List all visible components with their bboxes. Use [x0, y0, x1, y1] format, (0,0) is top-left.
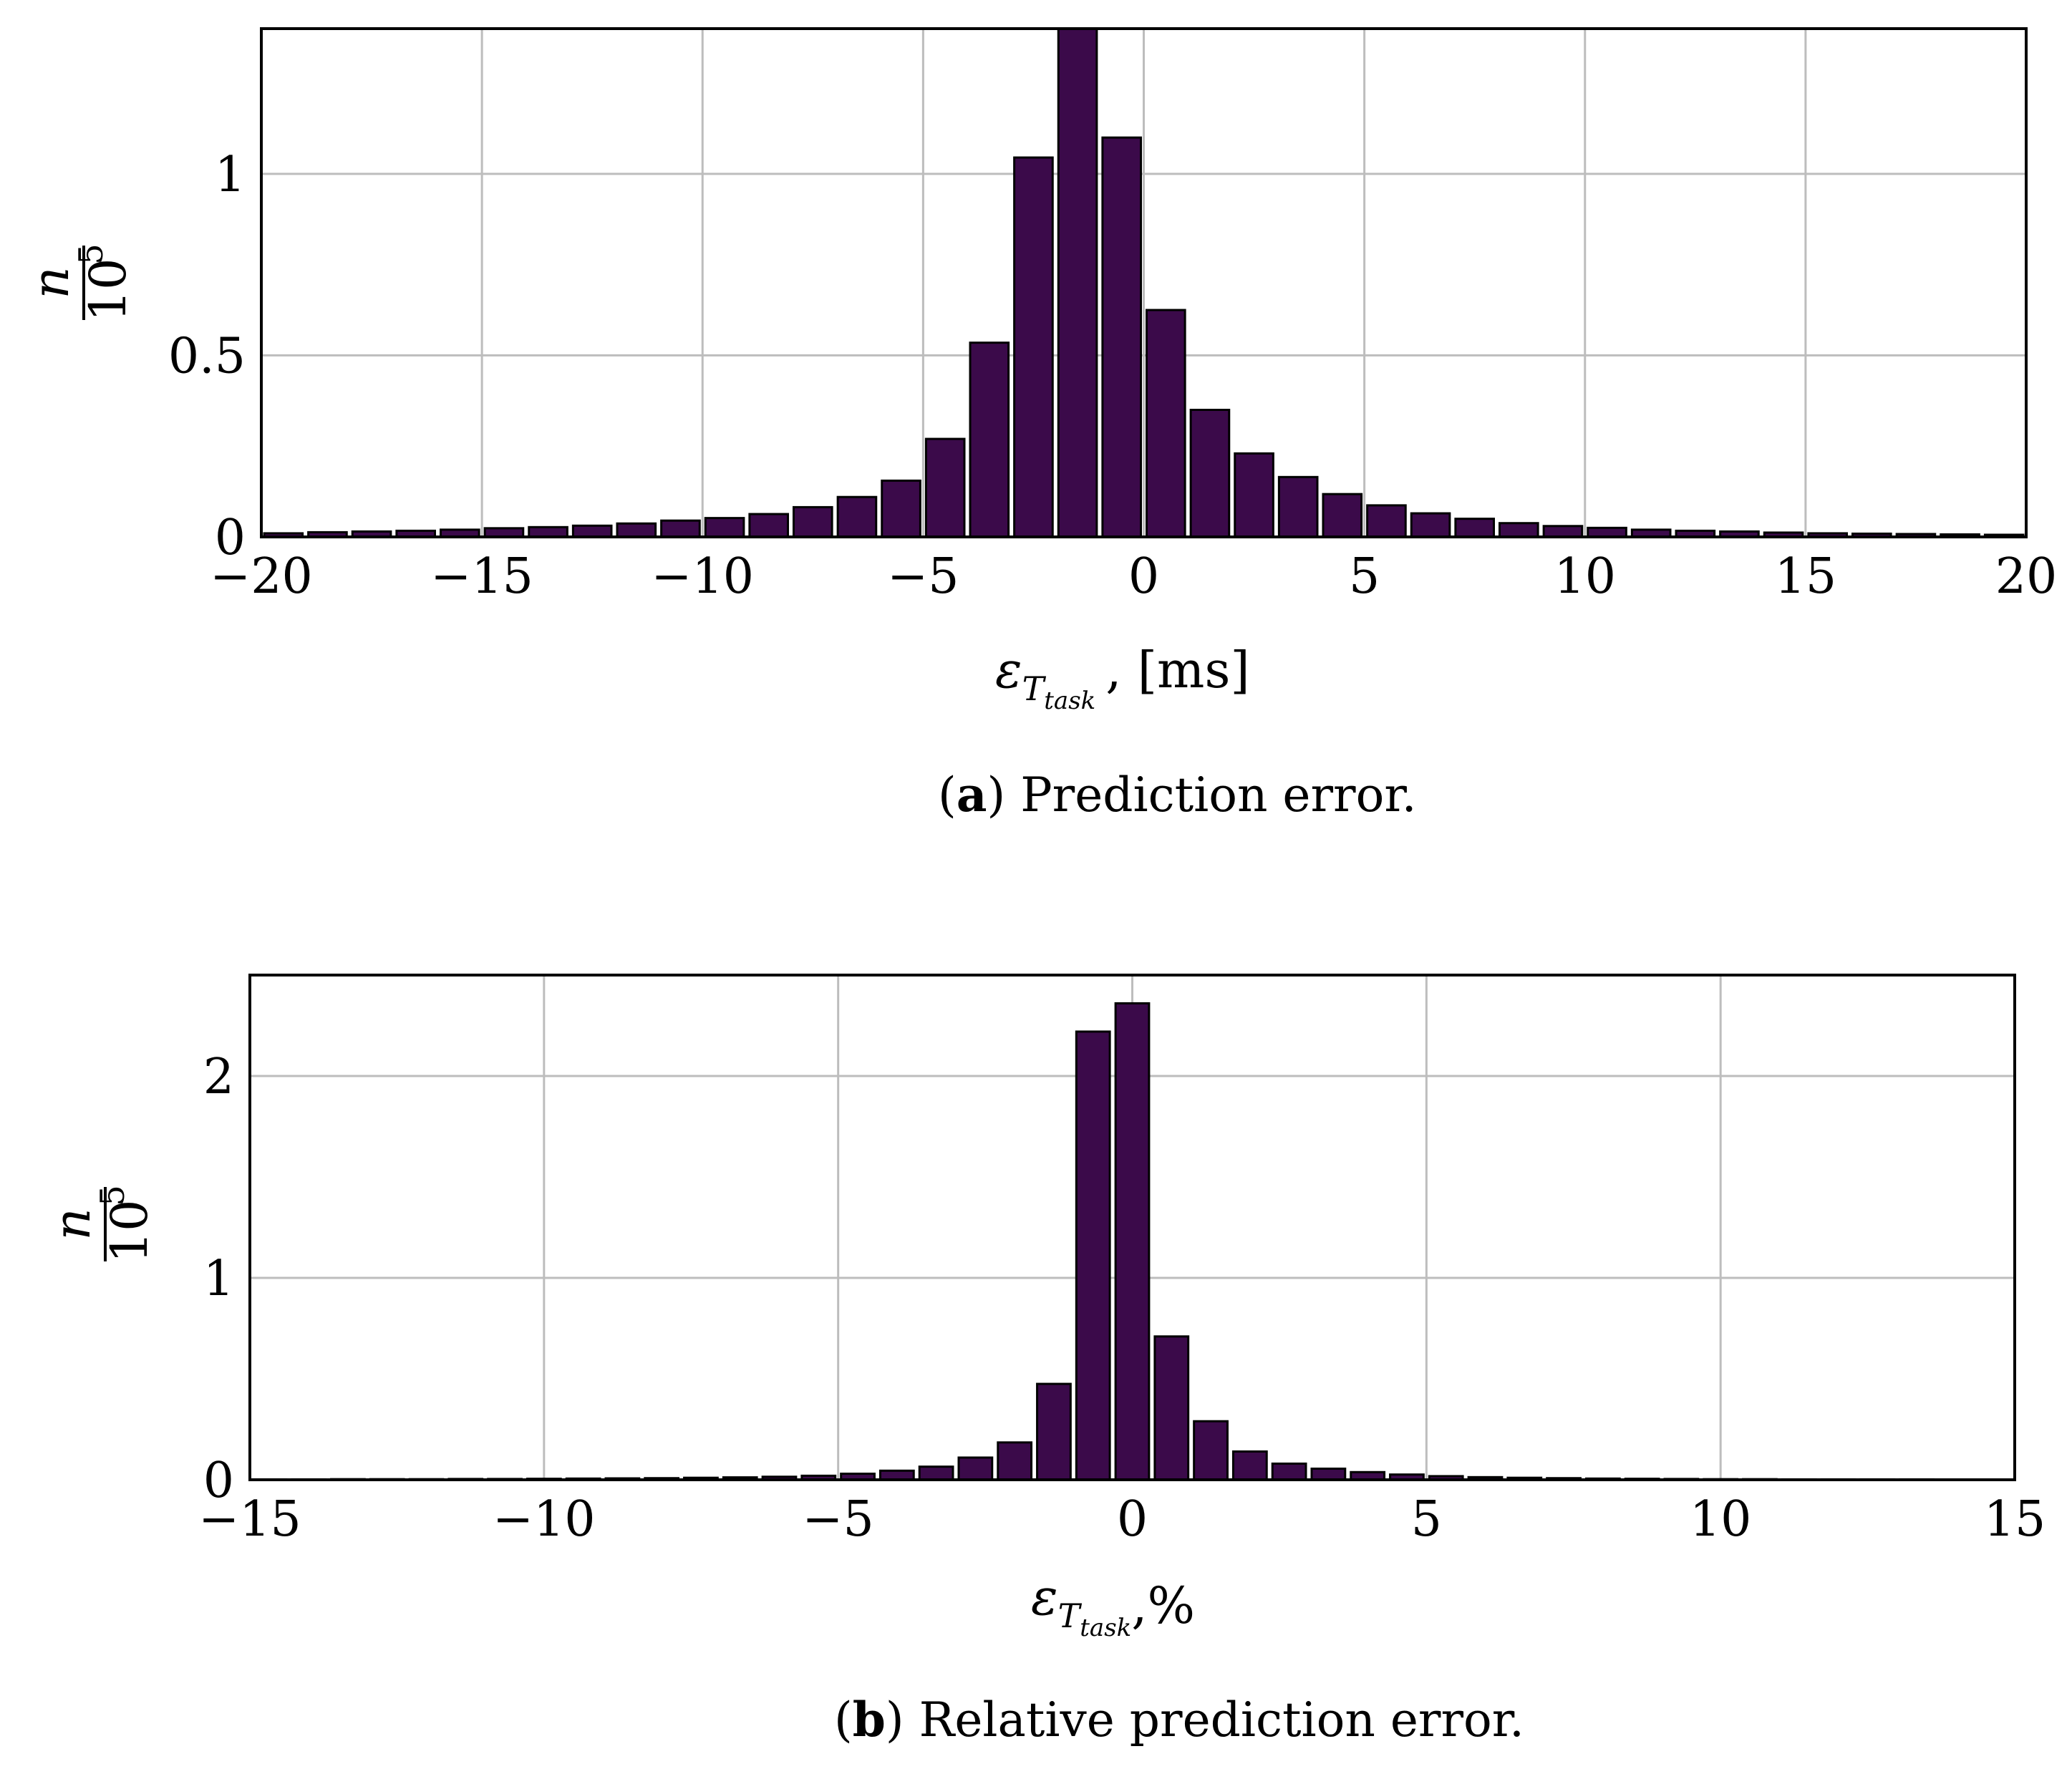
chart-a-y-tick-label: 1: [215, 147, 246, 203]
chart-a-bar: [1411, 513, 1450, 537]
chart-a-ylabel-denominator: 10: [79, 258, 137, 321]
chart-a-bar: [926, 439, 964, 537]
chart-a-y-tick-label: 0: [215, 510, 246, 566]
chart-b-bar: [1076, 1032, 1110, 1480]
chart-b-x-axis-label: εTtask,%: [1031, 1568, 1195, 1642]
chart-a-bar: [1456, 519, 1494, 537]
chart-a-x-tick-label: −15: [430, 548, 533, 605]
chart-b-caption: (b) Relative prediction error.: [834, 1692, 1524, 1748]
chart-a-ylabel-numerator: n: [21, 266, 80, 299]
chart-a-y-tick-label: 0.5: [168, 328, 246, 384]
chart-a-bar: [617, 523, 656, 537]
chart-b-bar: [1272, 1463, 1306, 1480]
chart-a-bar: [1500, 523, 1539, 537]
chart-b-x-tick-label: −5: [803, 1491, 874, 1548]
chart-a-bar: [1191, 410, 1229, 538]
chart-a-bar: [1015, 157, 1053, 537]
chart-a-bar: [1103, 137, 1141, 537]
chart-b-x-tick-label: 0: [1117, 1491, 1148, 1548]
chart-b-y-axis-label: n 10 5: [43, 1185, 159, 1263]
chart-b-x-tick-label: 5: [1411, 1491, 1442, 1548]
chart-b-bar: [1037, 1384, 1071, 1480]
chart-b-ylabel-exponent: 5: [93, 1185, 132, 1206]
chart-b-bar: [959, 1458, 992, 1480]
chart-a-bar: [970, 343, 1009, 537]
chart-a-bar: [705, 518, 744, 537]
chart-a-caption: (a) Prediction error.: [938, 767, 1417, 823]
chart-b-x-tick-label: 15: [1984, 1491, 2046, 1548]
chart-a-x-axis-label: εTtask, [ms]: [995, 641, 1250, 715]
chart-a-y-tick-labels: 00.51: [168, 147, 246, 566]
chart-b-x-tick-label: 10: [1690, 1491, 1752, 1548]
chart-b-ylabel-numerator: n: [43, 1208, 102, 1240]
chart-b-bar: [1155, 1337, 1189, 1480]
chart-a-bar: [1544, 526, 1582, 537]
chart-b-bar: [1233, 1452, 1267, 1480]
chart-a-x-tick-label: 0: [1128, 548, 1159, 605]
chart-b-bar: [1312, 1468, 1345, 1480]
chart-a-bar: [662, 520, 700, 537]
chart-b-ylabel-denominator: 10: [100, 1199, 159, 1263]
chart-a-bar: [1279, 477, 1317, 537]
chart-a-bar: [573, 525, 611, 537]
chart-a-x-tick-label: 20: [1995, 548, 2058, 605]
chart-b-y-tick-label: 2: [203, 1049, 234, 1105]
chart-a-bar: [882, 480, 921, 537]
chart-a-x-tick-label: 10: [1554, 548, 1616, 605]
chart-b-y-tick-label: 0: [203, 1453, 234, 1509]
chart-a-bar: [1058, 29, 1097, 537]
chart-a-bar: [529, 527, 568, 537]
chart-a-bar: [1235, 453, 1274, 537]
chart-a-bar: [1323, 494, 1362, 537]
chart-b-bar: [1115, 1003, 1149, 1480]
chart-b-bars: [253, 1003, 2012, 1480]
chart-a-x-tick-label: 5: [1349, 548, 1380, 605]
chart-a-y-axis-label: n 10 5: [21, 243, 137, 321]
chart-b-y-tick-labels: 0 1 2: [203, 1049, 234, 1509]
chart-a-bar: [794, 507, 833, 537]
chart-b-bar: [919, 1467, 953, 1480]
chart-b-x-tick-label: −10: [493, 1491, 596, 1548]
chart-a-ylabel-exponent: 5: [72, 243, 110, 264]
chart-b-y-tick-label: 1: [203, 1251, 234, 1307]
chart-b-bar: [998, 1443, 1032, 1480]
chart-a-x-tick-label: −5: [887, 548, 959, 605]
chart-a-x-tick-label: −10: [651, 548, 754, 605]
chart-b-bar: [1194, 1421, 1228, 1480]
chart-a-x-tick-label: 15: [1775, 548, 1837, 605]
chart-a-bar: [838, 497, 876, 537]
chart-a-bar: [1367, 505, 1406, 537]
chart-a-bar: [750, 514, 788, 537]
chart-a-bar: [1147, 310, 1186, 537]
chart-a-grid: [261, 29, 2026, 537]
